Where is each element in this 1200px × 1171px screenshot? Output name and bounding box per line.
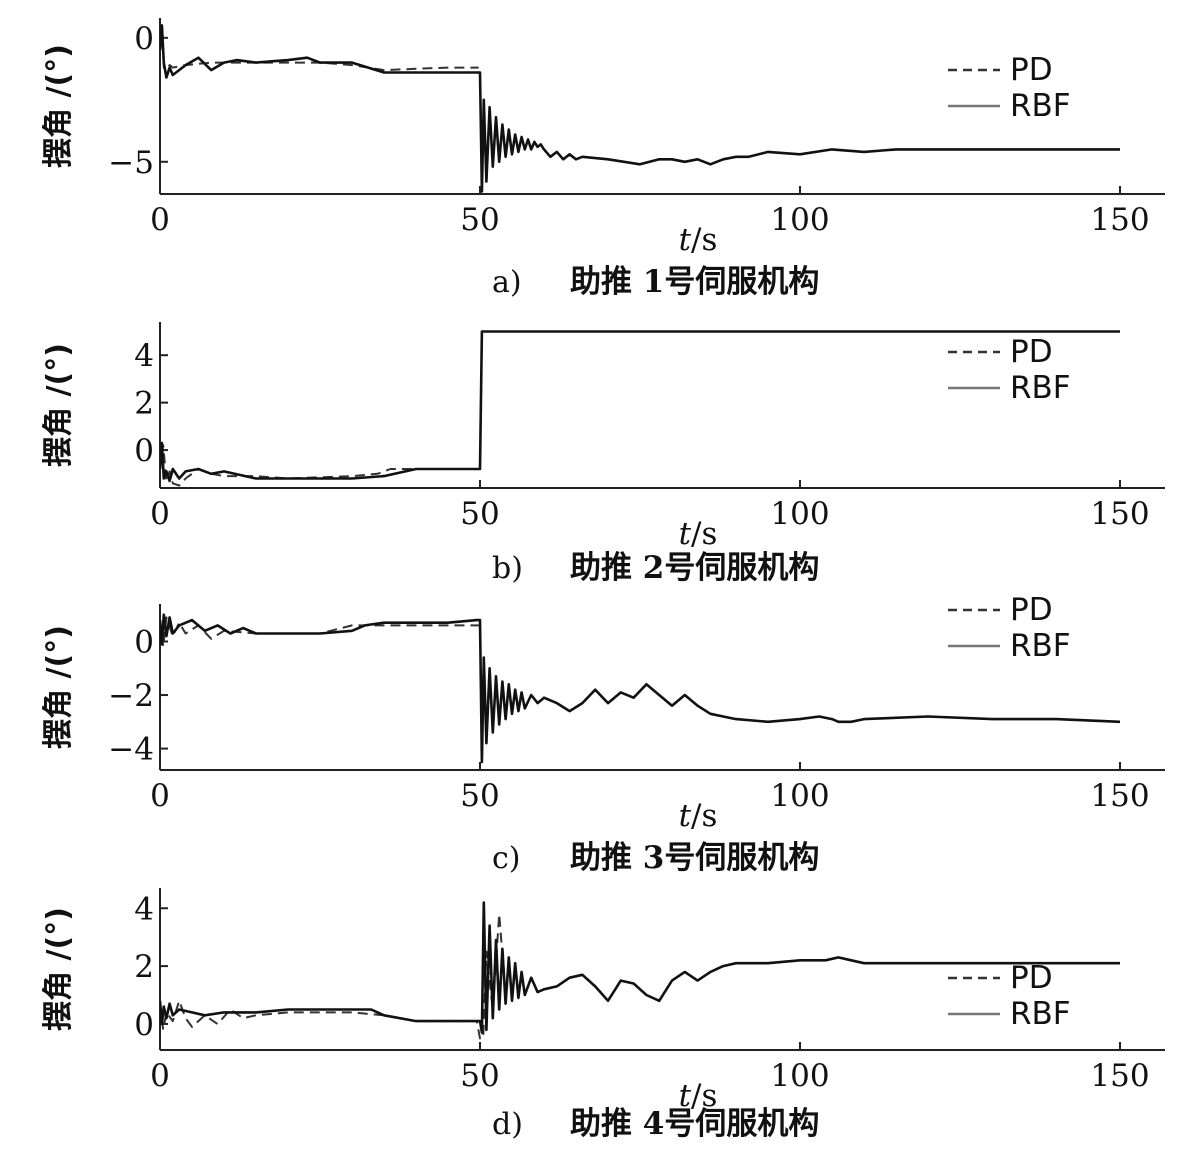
y-axis-label: 摆角 /(°) xyxy=(41,625,76,749)
y-tick-label: −4 xyxy=(108,732,154,768)
y-tick-label: 0 xyxy=(134,21,154,57)
y-tick-label: −5 xyxy=(108,145,154,181)
y-axis-label: 摆角 /(°) xyxy=(41,44,76,168)
subplot-caption: c) 助推 3号伺服机构 xyxy=(492,840,819,876)
legend-label-pd: PD xyxy=(1010,960,1053,996)
legend-label-rbf: RBF xyxy=(1010,996,1071,1032)
legend-label-pd: PD xyxy=(1010,592,1053,628)
caption-letter: a) xyxy=(492,265,522,300)
x-tick-label: 150 xyxy=(1090,202,1149,238)
y-tick-label: 0 xyxy=(134,1007,154,1043)
series-line-pd xyxy=(160,913,507,1040)
y-tick-label: 0 xyxy=(134,624,154,660)
x-tick-label: 50 xyxy=(460,202,499,238)
legend-label-pd: PD xyxy=(1010,52,1053,88)
x-tick-label: 0 xyxy=(150,496,170,532)
x-axis-label: t/s xyxy=(679,516,718,552)
x-tick-label: 100 xyxy=(770,202,829,238)
x-axis-label: t/s xyxy=(679,222,718,258)
series-line-rbf xyxy=(160,901,1120,1034)
subplot-caption: a) 助推 1号伺服机构 xyxy=(492,264,819,300)
y-tick-label: 0 xyxy=(134,433,154,469)
caption-title: 助推 3号伺服机构 xyxy=(570,840,819,876)
x-tick-label: 50 xyxy=(460,496,499,532)
legend-label-rbf: RBF xyxy=(1010,88,1071,124)
y-tick-label: −2 xyxy=(108,678,154,714)
series-line-rbf xyxy=(160,613,1121,764)
caption-title: 助推 2号伺服机构 xyxy=(570,550,819,586)
y-axis-label: 摆角 /(°) xyxy=(41,907,76,1031)
y-axis-label: 摆角 /(°) xyxy=(41,343,76,467)
y-tick-label: 4 xyxy=(134,338,154,374)
y-tick-label: 2 xyxy=(134,949,154,985)
x-axis-label: t/s xyxy=(679,798,718,834)
x-tick-label: 50 xyxy=(460,1058,499,1094)
x-tick-label: 50 xyxy=(460,778,499,814)
x-tick-label: 0 xyxy=(150,778,170,814)
caption-letter: c) xyxy=(492,841,521,876)
legend-label-rbf: RBF xyxy=(1010,628,1071,664)
subplot-caption: b) 助推 2号伺服机构 xyxy=(492,550,819,586)
series-line-pd xyxy=(160,444,480,487)
x-axis-label: t/s xyxy=(679,1078,718,1114)
x-tick-label: 0 xyxy=(150,1058,170,1094)
series-line-rbf xyxy=(160,24,1120,193)
y-tick-label: 2 xyxy=(134,386,154,422)
caption-letter: d) xyxy=(492,1107,523,1142)
caption-title: 助推 1号伺服机构 xyxy=(570,264,819,300)
x-tick-label: 100 xyxy=(770,778,829,814)
series-line-rbf xyxy=(160,330,1120,483)
subplot-caption: d) 助推 4号伺服机构 xyxy=(492,1106,819,1142)
x-tick-label: 150 xyxy=(1090,496,1149,532)
y-tick-label: 4 xyxy=(134,891,154,927)
x-tick-label: 150 xyxy=(1090,778,1149,814)
x-tick-label: 150 xyxy=(1090,1058,1149,1094)
caption-title: 助推 4号伺服机构 xyxy=(570,1106,819,1142)
caption-letter: b) xyxy=(492,551,523,586)
legend-label-rbf: RBF xyxy=(1010,370,1071,406)
series-line-pd xyxy=(160,22,479,72)
legend-label-pd: PD xyxy=(1010,334,1053,370)
x-tick-label: 100 xyxy=(770,1058,829,1094)
x-tick-label: 100 xyxy=(770,496,829,532)
x-tick-label: 0 xyxy=(150,202,170,238)
